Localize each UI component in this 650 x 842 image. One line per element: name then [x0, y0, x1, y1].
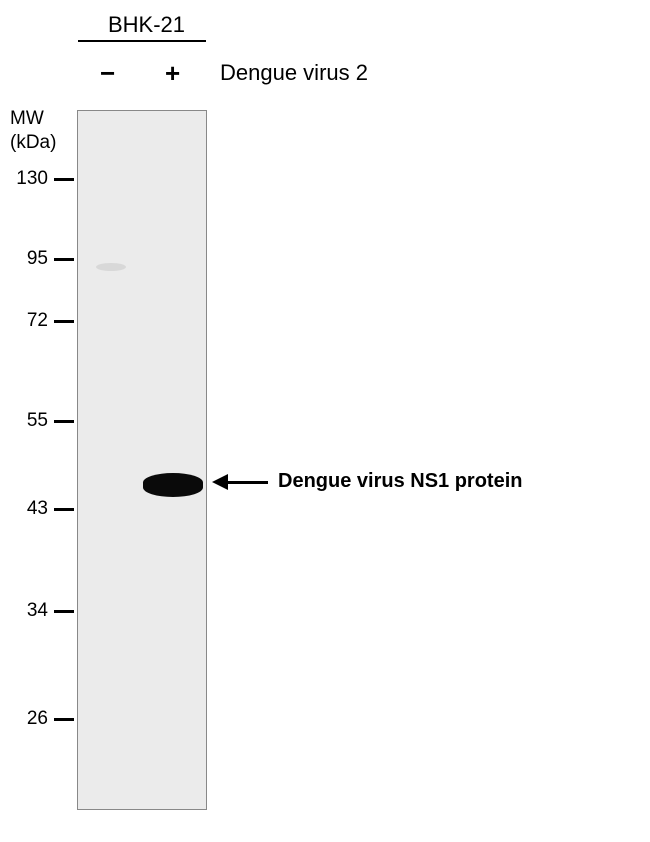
ns1-band	[143, 473, 203, 497]
virus-label: Dengue virus 2	[220, 60, 368, 86]
mw-tick-95	[54, 258, 74, 261]
mw-label-34: 34	[8, 600, 48, 622]
mw-tick-43	[54, 508, 74, 511]
mw-tick-34	[54, 610, 74, 613]
arrow-shaft	[228, 481, 268, 484]
arrow-head-icon	[212, 474, 228, 490]
mw-label-43: 43	[8, 498, 48, 520]
cell-line-underline	[78, 40, 206, 42]
mw-tick-26	[54, 718, 74, 721]
faint-band	[96, 263, 126, 271]
mw-label-55: 55	[8, 410, 48, 432]
blot-membrane	[77, 110, 207, 810]
cell-line-label: BHK-21	[108, 12, 185, 38]
mw-tick-55	[54, 420, 74, 423]
ns1-annotation-label: Dengue virus NS1 protein	[278, 470, 523, 493]
mw-title-line2: (kDa)	[10, 132, 56, 154]
mw-label-26: 26	[8, 708, 48, 730]
mw-label-95: 95	[8, 248, 48, 270]
lane-minus-symbol: −	[100, 58, 115, 89]
mw-title-line1: MW	[10, 108, 44, 130]
mw-label-72: 72	[8, 310, 48, 332]
mw-tick-130	[54, 178, 74, 181]
mw-label-130: 130	[8, 168, 48, 190]
lane-plus-symbol: +	[165, 58, 180, 89]
mw-tick-72	[54, 320, 74, 323]
